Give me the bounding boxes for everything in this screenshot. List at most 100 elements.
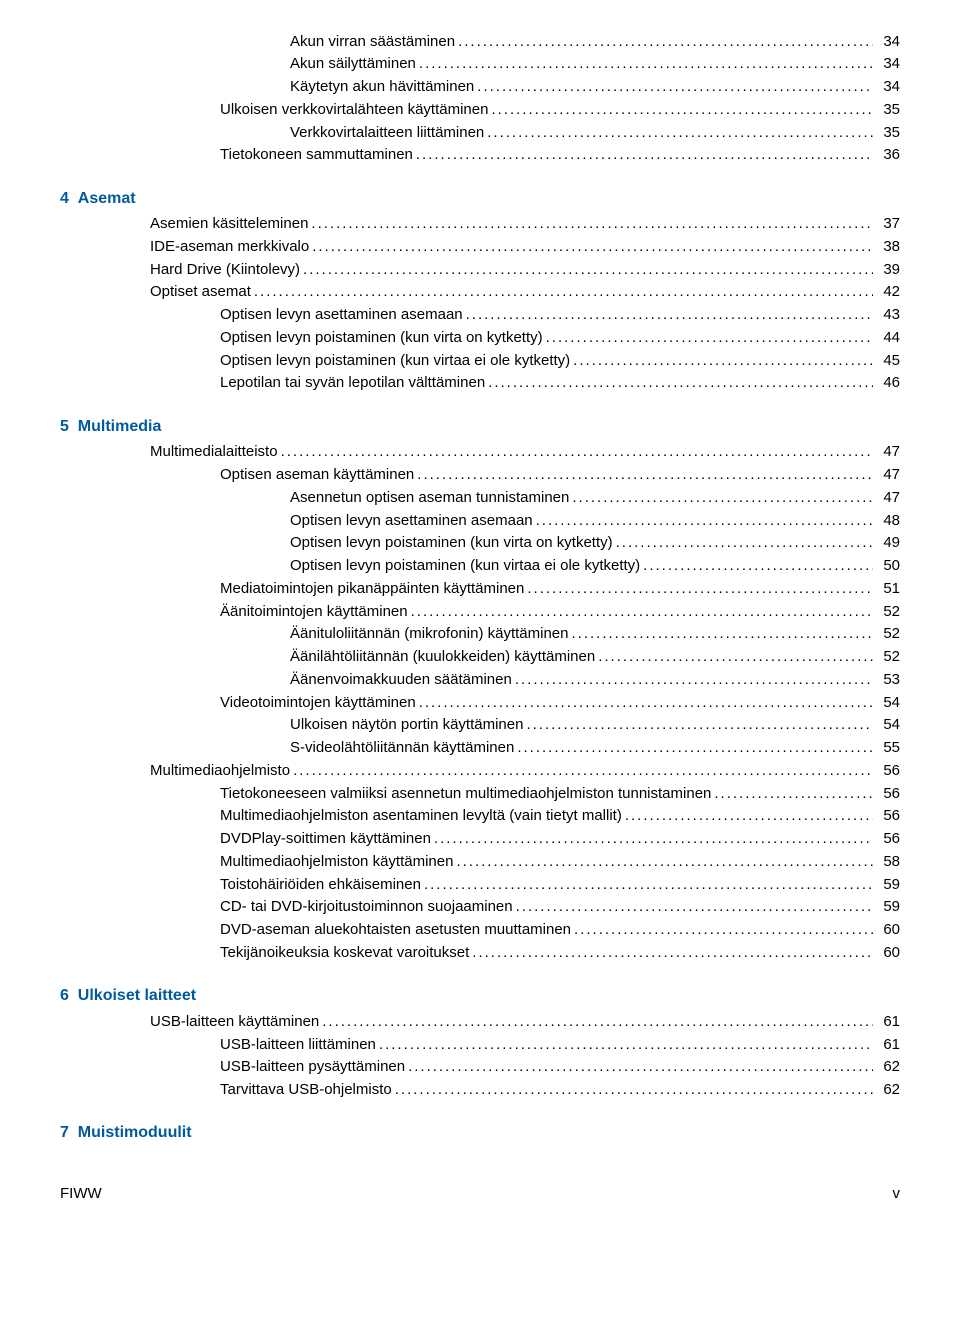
toc-entry[interactable]: Äänitoimintojen käyttäminen52 (60, 600, 900, 623)
toc-entry[interactable]: Multimediaohjelmiston käyttäminen58 (60, 850, 900, 873)
toc-entry[interactable]: Toistohäiriöiden ehkäiseminen59 (60, 873, 900, 896)
toc-leader-dots (515, 669, 873, 691)
toc-entry-label: IDE-aseman merkkivalo (150, 236, 309, 258)
chapter-title: Ulkoiset laitteet (78, 987, 196, 1004)
toc-entry-page: 59 (876, 896, 900, 918)
toc-leader-dots (312, 236, 873, 258)
toc-entry-page: 48 (876, 510, 900, 532)
toc-entry-page: 51 (876, 578, 900, 600)
toc-entry-label: Videotoimintojen käyttäminen (220, 692, 416, 714)
toc-entry[interactable]: Multimediaohjelmisto 56 (60, 759, 900, 782)
toc-entry[interactable]: Asennetun optisen aseman tunnistaminen47 (60, 486, 900, 509)
toc-leader-dots (419, 53, 873, 75)
toc-leader-dots (571, 623, 873, 645)
toc-entry-label: Optisen aseman käyttäminen (220, 464, 414, 486)
toc-leader-dots (395, 1079, 873, 1101)
toc-entry[interactable]: Optisen levyn poistaminen (kun virtaa ei… (60, 349, 900, 372)
toc-entry-page: 34 (876, 53, 900, 75)
toc-entry[interactable]: Hard Drive (Kiintolevy)39 (60, 258, 900, 281)
toc-entry[interactable]: Tarvittava USB-ohjelmisto 62 (60, 1079, 900, 1102)
toc-entry[interactable]: IDE-aseman merkkivalo38 (60, 235, 900, 258)
toc-entry-label: Optisen levyn poistaminen (kun virta on … (290, 532, 613, 554)
toc-entry-label: Optiset asemat (150, 281, 251, 303)
toc-entry[interactable]: Ulkoisen näytön portin käyttäminen54 (60, 714, 900, 737)
toc-leader-dots (526, 714, 873, 736)
toc-entry-label: USB-laitteen pysäyttäminen (220, 1056, 405, 1078)
toc-entry-page: 62 (876, 1056, 900, 1078)
toc-entry[interactable]: Optisen levyn poistaminen (kun virta on … (60, 532, 900, 555)
toc-entry[interactable]: Käytetyn akun hävittäminen34 (60, 76, 900, 99)
toc-entry[interactable]: Lepotilan tai syvän lepotilan välttämine… (60, 372, 900, 395)
toc-leader-dots (466, 304, 873, 326)
toc-leader-dots (417, 464, 873, 486)
toc-entry[interactable]: Tekijänoikeuksia koskevat varoitukset60 (60, 941, 900, 964)
toc-entry-page: 56 (876, 760, 900, 782)
toc-leader-dots (416, 144, 873, 166)
toc-leader-dots (572, 487, 873, 509)
toc-entry-label: Tekijänoikeuksia koskevat varoitukset (220, 942, 469, 964)
toc-leader-dots (714, 783, 873, 805)
chapter-number: 5 (60, 418, 69, 435)
toc-entry[interactable]: USB-laitteen pysäyttäminen 62 (60, 1056, 900, 1079)
toc-entry-label: CD- tai DVD-kirjoitustoiminnon suojaamin… (220, 896, 513, 918)
toc-entry[interactable]: DVD-aseman aluekohtaisten asetusten muut… (60, 919, 900, 942)
toc-entry-label: Akun säilyttäminen (290, 53, 416, 75)
toc-entry[interactable]: Videotoimintojen käyttäminen54 (60, 691, 900, 714)
toc-entry-label: Hard Drive (Kiintolevy) (150, 259, 300, 281)
chapter-number: 4 (60, 190, 69, 207)
toc-entry[interactable]: Tietokoneen sammuttaminen36 (60, 144, 900, 167)
toc-entry[interactable]: DVDPlay-soittimen käyttäminen56 (60, 828, 900, 851)
toc-leader-dots (643, 555, 873, 577)
toc-entry[interactable]: USB-laitteen liittäminen61 (60, 1033, 900, 1056)
toc-entry-page: 36 (876, 144, 900, 166)
toc-entry-label: Tarvittava USB-ohjelmisto (220, 1079, 392, 1101)
toc-entry[interactable]: Optisen aseman käyttäminen47 (60, 464, 900, 487)
toc-entry[interactable]: Optiset asemat42 (60, 281, 900, 304)
toc-entry-label: Asemien käsitteleminen (150, 213, 308, 235)
toc-entry-label: Optisen levyn poistaminen (kun virtaa ei… (290, 555, 640, 577)
toc-entry-page: 62 (876, 1079, 900, 1101)
toc-leader-dots (573, 350, 873, 372)
toc-entry-page: 53 (876, 669, 900, 691)
toc-entry-label: Optisen levyn poistaminen (kun virta on … (220, 327, 543, 349)
toc-entry-page: 50 (876, 555, 900, 577)
toc-leader-dots (536, 510, 873, 532)
toc-entry[interactable]: Akun virran säästäminen34 (60, 30, 900, 53)
toc-entry-label: Optisen levyn poistaminen (kun virtaa ei… (220, 350, 570, 372)
toc-entry[interactable]: Multimedialaitteisto47 (60, 441, 900, 464)
toc-entry[interactable]: Tietokoneeseen valmiiksi asennetun multi… (60, 782, 900, 805)
page-footer: FIWW v (60, 1183, 900, 1205)
toc-leader-dots (574, 919, 873, 941)
toc-entry-label: Toistohäiriöiden ehkäiseminen (220, 874, 421, 896)
toc-entry-page: 43 (876, 304, 900, 326)
toc-entry[interactable]: Optisen levyn asettaminen asemaan 48 (60, 509, 900, 532)
toc-entry[interactable]: Akun säilyttäminen 34 (60, 53, 900, 76)
toc-entry[interactable]: Optisen levyn poistaminen (kun virta on … (60, 326, 900, 349)
toc-entry[interactable]: Verkkovirtalaitteen liittäminen35 (60, 121, 900, 144)
toc-entry[interactable]: CD- tai DVD-kirjoitustoiminnon suojaamin… (60, 896, 900, 919)
toc-entry-page: 47 (876, 441, 900, 463)
toc-entry[interactable]: Ulkoisen verkkovirtalähteen käyttäminen3… (60, 98, 900, 121)
toc-entry[interactable]: USB-laitteen käyttäminen61 (60, 1010, 900, 1033)
toc-leader-dots (379, 1034, 873, 1056)
footer-right: v (893, 1183, 901, 1205)
toc-entry-label: Ulkoisen näytön portin käyttäminen (290, 714, 523, 736)
toc-entry-label: Multimediaohjelmiston käyttäminen (220, 851, 453, 873)
toc-entry-page: 52 (876, 646, 900, 668)
toc-entry-label: Optisen levyn asettaminen asemaan (290, 510, 533, 532)
toc-entry[interactable]: Optisen levyn asettaminen asemaan43 (60, 304, 900, 327)
chapter-heading: 4 Asemat (60, 187, 900, 210)
toc-entry[interactable]: Mediatoimintojen pikanäppäinten käyttämi… (60, 577, 900, 600)
toc-entry[interactable]: Äänilähtöliitännän (kuulokkeiden) käyttä… (60, 646, 900, 669)
toc-entry[interactable]: Äänituloliitännän (mikrofonin) käyttämin… (60, 623, 900, 646)
toc-leader-dots (527, 578, 873, 600)
toc-entry[interactable]: Optisen levyn poistaminen (kun virtaa ei… (60, 555, 900, 578)
toc-entry-label: Multimediaohjelmisto (150, 760, 290, 782)
toc-entry-label: Äänitoimintojen käyttäminen (220, 601, 408, 623)
toc-entry[interactable]: Multimediaohjelmiston asentaminen levylt… (60, 805, 900, 828)
toc-entry-page: 56 (876, 828, 900, 850)
chapter-title: Muistimoduulit (78, 1124, 192, 1141)
toc-entry[interactable]: S-videolähtöliitännän käyttäminen55 (60, 737, 900, 760)
toc-entry[interactable]: Äänenvoimakkuuden säätäminen53 (60, 668, 900, 691)
toc-entry[interactable]: Asemien käsitteleminen37 (60, 213, 900, 236)
